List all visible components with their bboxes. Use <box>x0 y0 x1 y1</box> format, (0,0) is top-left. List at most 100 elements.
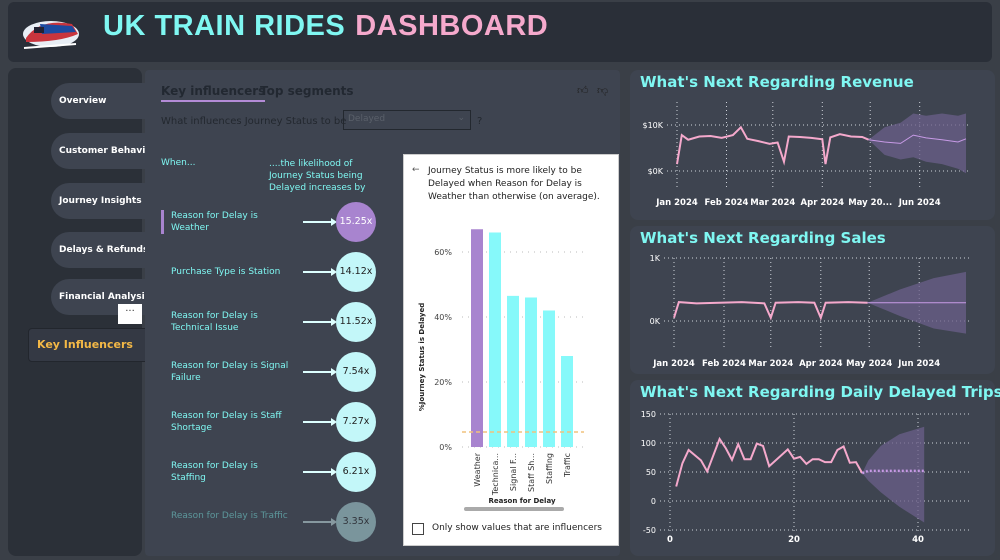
revenue-title: What's Next Regarding Revenue <box>640 73 914 91</box>
forecast-confidence-band <box>868 113 966 174</box>
forecast-confidence-band <box>862 426 925 523</box>
question-mark: ? <box>477 116 483 127</box>
nav-overview[interactable]: Overview <box>51 83 150 119</box>
influencer-value-bubble[interactable]: 11.52x <box>336 302 376 342</box>
y-tick-label: -50 <box>643 526 656 535</box>
arrow-icon <box>303 218 337 226</box>
arrow-icon <box>303 418 337 426</box>
revenue-forecast-panel: What's Next Regarding Revenue $0K $10K Jan… <box>630 70 995 220</box>
x-tick-label: Jan 2024 <box>655 198 698 208</box>
journey-status-dropdown[interactable]: Delayed ⌄ <box>343 110 471 130</box>
nav-delays-refunds[interactable]: Delays & Refunds <box>51 232 150 268</box>
question-text: What influences Journey Status to be <box>161 116 347 127</box>
bar-staffing <box>543 310 555 447</box>
when-header: When... <box>161 158 196 168</box>
thumbs-down-icon[interactable]: 👎︎ <box>597 84 609 97</box>
horizontal-scrollbar[interactable] <box>464 507 564 511</box>
actual-line <box>673 301 868 321</box>
title-part2: DASHBOARD <box>355 10 549 42</box>
sales-forecast-chart: 0K 1K Jan 2024 Feb 2024 Mar 2024 Apr 2024 May … <box>650 254 970 369</box>
tab-key-influencers[interactable]: Key influencers <box>161 84 266 102</box>
dropdown-value: Delayed <box>348 114 386 124</box>
x-tick-label: Weather <box>473 452 482 486</box>
influencer-label: Purchase Type is Station <box>171 267 281 277</box>
influencer-label: Reason for Delay is Signal Failure <box>171 361 289 383</box>
y-tick-label: 0 <box>651 497 656 506</box>
bar-staffsh <box>525 297 537 447</box>
y-tick-label: 0% <box>439 443 452 452</box>
x-tick-label: 20 <box>788 535 800 545</box>
y-tick-label: 0K <box>650 317 661 326</box>
influencer-value-bubble[interactable]: 6.21x <box>336 452 376 492</box>
header: UK TRAIN RIDES DASHBOARD <box>8 2 992 62</box>
influencer-label: Reason for Delay is Traffic <box>171 511 288 521</box>
x-tick-label: May 20... <box>848 198 892 208</box>
x-tick-label: Technica... <box>491 453 500 496</box>
nav-journey-insights[interactable]: Journey Insights <box>51 183 150 219</box>
y-tick-label: 60% <box>434 248 452 257</box>
nav-key-influencers[interactable]: Key Influencers <box>28 328 150 362</box>
sales-forecast-panel: What's Next Regarding Sales 0K 1K Jan 2024… <box>630 226 995 374</box>
x-tick-label: Feb 2024 <box>702 359 746 369</box>
y-axis-label: %Journey Status is Delayed <box>418 303 426 411</box>
x-tick-label: Apr 2024 <box>801 198 845 208</box>
influencer-label: Reason for Delay is Staff Shortage <box>171 411 282 433</box>
page-title: UK TRAIN RIDES DASHBOARD <box>103 10 548 43</box>
influencer-label: Reason for Delay is Weather <box>171 211 258 233</box>
forecast-line <box>861 469 925 475</box>
tab-top-segments[interactable]: Top segments <box>260 84 354 98</box>
x-axis-label: Reason for Delay <box>488 497 555 505</box>
x-tick-label: Mar 2024 <box>750 198 795 208</box>
bar-traffic <box>561 356 573 447</box>
thumbs-up-icon[interactable]: 👍︎ <box>577 84 589 97</box>
arrow-icon <box>303 368 337 376</box>
x-tick-label: Jun 2024 <box>897 359 940 369</box>
influencer-label: Reason for Delay is Staffing <box>171 461 258 483</box>
likelihood-header: ....the likelihood of Journey Status bei… <box>269 159 366 193</box>
delayed-trips-forecast-chart: -50 0 50 100 150 0 20 40 <box>641 410 970 545</box>
arrow-icon <box>303 268 337 276</box>
y-tick-label: 20% <box>434 378 452 387</box>
influencer-detail-panel: ← Journey Status is more likely to be De… <box>403 154 619 546</box>
nav-customer-behavior[interactable]: Customer Behavior <box>51 133 156 169</box>
x-tick-label: Jan 2024 <box>652 359 695 369</box>
x-tick-label: 0 <box>667 535 673 545</box>
title-part1: UK TRAIN RIDES <box>103 10 346 42</box>
x-tick-label: Mar 2024 <box>748 359 793 369</box>
back-arrow-icon[interactable]: ← <box>412 165 420 175</box>
influencer-value-bubble[interactable]: 3.35x <box>336 502 376 542</box>
y-tick-label: $0K <box>648 167 664 176</box>
influencer-value-bubble[interactable]: 7.27x <box>336 402 376 442</box>
y-tick-label: 1K <box>650 254 661 263</box>
bar-signalf <box>507 295 519 447</box>
influencers-only-checkbox[interactable] <box>412 523 424 535</box>
y-tick-label: 100 <box>641 439 656 448</box>
arrow-icon <box>303 318 337 326</box>
chevron-down-icon: ⌄ <box>457 113 465 123</box>
delayed-trips-title: What's Next Regarding Daily Delayed Trip… <box>640 383 1000 401</box>
x-tick-label: Jun 2024 <box>898 198 941 208</box>
revenue-forecast-chart: $0K $10K Jan 2024 Feb 2024 Mar 2024 Apr 2024 M… <box>642 102 970 208</box>
checkbox-label: Only show values that are influencers <box>432 523 602 533</box>
actual-line <box>675 436 864 487</box>
selected-indicator <box>161 210 164 234</box>
arrow-icon <box>303 468 337 476</box>
y-tick-label: 50 <box>646 468 656 477</box>
influencer-value-bubble[interactable]: 14.12x <box>336 252 376 292</box>
arrow-icon <box>303 518 337 526</box>
x-tick-label: May 2024 <box>846 359 892 369</box>
detail-text: Journey Status is more likely to be Dela… <box>428 166 600 202</box>
x-tick-label: Staffing <box>545 453 554 484</box>
delayed-trips-forecast-panel: What's Next Regarding Daily Delayed Trip… <box>630 380 1000 556</box>
actual-line <box>676 125 869 166</box>
influencer-value-bubble[interactable]: 15.25x <box>336 202 376 242</box>
influencer-value-bubble[interactable]: 7.54x <box>336 352 376 392</box>
x-tick-label: 40 <box>912 535 924 545</box>
x-tick-label: Traffic <box>563 453 572 478</box>
sales-title: What's Next Regarding Sales <box>640 229 886 247</box>
more-options-button[interactable]: ··· <box>118 304 142 324</box>
x-tick-label: Apr 2024 <box>799 359 843 369</box>
key-influencers-visual: Key influencers Top segments 👍︎ 👎︎ What … <box>145 70 620 556</box>
bar-weather <box>471 229 483 447</box>
y-tick-label: 40% <box>434 313 452 322</box>
